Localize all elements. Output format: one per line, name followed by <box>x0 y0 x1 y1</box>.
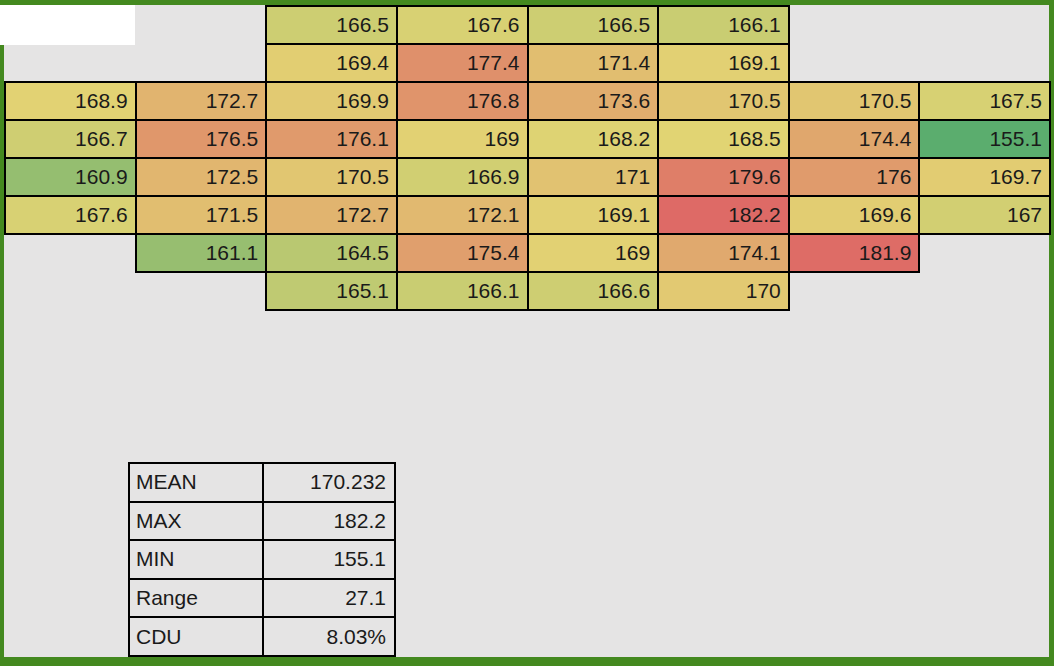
grid-cell[interactable]: 166.5 <box>527 5 660 45</box>
grid-cell[interactable]: 166.5 <box>265 5 398 45</box>
grid-cell[interactable]: 169.1 <box>657 43 790 83</box>
stat-label-cdu[interactable]: CDU <box>129 617 263 656</box>
stat-value-range[interactable]: 27.1 <box>263 579 395 618</box>
grid-cell[interactable]: 170.5 <box>265 157 398 197</box>
stat-label-min[interactable]: MIN <box>129 540 263 579</box>
grid-cell[interactable]: 172.5 <box>135 157 268 197</box>
blank-white-cell[interactable] <box>0 5 135 45</box>
grid-cell[interactable]: 182.2 <box>657 195 790 235</box>
grid-cell[interactable]: 169.9 <box>265 81 398 121</box>
stat-value-min[interactable]: 155.1 <box>263 540 395 579</box>
stat-label-mean[interactable]: MEAN <box>129 463 263 502</box>
grid-cell[interactable]: 166.1 <box>396 271 529 311</box>
grid-cell[interactable]: 175.4 <box>396 233 529 273</box>
grid-cell[interactable]: 169.1 <box>527 195 660 235</box>
grid-cell[interactable]: 164.5 <box>265 233 398 273</box>
grid-cell[interactable]: 170.5 <box>788 81 921 121</box>
stat-value-mean[interactable]: 170.232 <box>263 463 395 502</box>
stat-value-cdu[interactable]: 8.03% <box>263 617 395 656</box>
grid-cell[interactable]: 169.7 <box>918 157 1051 197</box>
stat-row-min: MIN 155.1 <box>129 540 395 579</box>
grid-cell[interactable]: 167.6 <box>396 5 529 45</box>
grid-cell[interactable]: 170.5 <box>657 81 790 121</box>
grid-cell[interactable]: 170 <box>657 271 790 311</box>
stat-label-max[interactable]: MAX <box>129 502 263 541</box>
grid-cell[interactable]: 155.1 <box>918 119 1051 159</box>
grid-cell[interactable]: 169.6 <box>788 195 921 235</box>
stats-table: MEAN 170.232 MAX 182.2 MIN 155.1 Range 2… <box>128 462 396 657</box>
grid-cell[interactable]: 168.2 <box>527 119 660 159</box>
grid-cell[interactable]: 171 <box>527 157 660 197</box>
worksheet-area: 166.5167.6166.5166.1169.4177.4171.4169.1… <box>0 0 1054 666</box>
grid-cell[interactable]: 172.7 <box>265 195 398 235</box>
grid-cell[interactable]: 166.9 <box>396 157 529 197</box>
grid-cell[interactable]: 177.4 <box>396 43 529 83</box>
grid-cell[interactable]: 174.4 <box>788 119 921 159</box>
grid-cell[interactable]: 161.1 <box>135 233 268 273</box>
grid-cell[interactable]: 167.6 <box>4 195 137 235</box>
grid-cell[interactable]: 167.5 <box>918 81 1051 121</box>
grid-cell[interactable]: 166.7 <box>4 119 137 159</box>
grid-cell[interactable]: 181.9 <box>788 233 921 273</box>
grid-cell[interactable]: 160.9 <box>4 157 137 197</box>
stat-row-cdu: CDU 8.03% <box>129 617 395 656</box>
excel-sheet-page: 166.5167.6166.5166.1169.4177.4171.4169.1… <box>0 0 1054 670</box>
grid-cell[interactable]: 176.8 <box>396 81 529 121</box>
stat-row-max: MAX 182.2 <box>129 502 395 541</box>
grid-cell[interactable]: 176 <box>788 157 921 197</box>
grid-cell[interactable]: 173.6 <box>527 81 660 121</box>
grid-cell[interactable]: 169 <box>396 119 529 159</box>
stat-value-max[interactable]: 182.2 <box>263 502 395 541</box>
grid-cell[interactable]: 171.4 <box>527 43 660 83</box>
grid-cell[interactable]: 165.1 <box>265 271 398 311</box>
grid-cell[interactable]: 176.5 <box>135 119 268 159</box>
grid-cell[interactable]: 166.6 <box>527 271 660 311</box>
grid-cell[interactable]: 176.1 <box>265 119 398 159</box>
grid-cell[interactable]: 169 <box>527 233 660 273</box>
grid-cell[interactable]: 171.5 <box>135 195 268 235</box>
grid-cell[interactable]: 179.6 <box>657 157 790 197</box>
grid-cell[interactable]: 167 <box>918 195 1051 235</box>
grid-cell[interactable]: 172.1 <box>396 195 529 235</box>
stat-label-range[interactable]: Range <box>129 579 263 618</box>
grid-cell[interactable]: 168.5 <box>657 119 790 159</box>
grid-cell[interactable]: 166.1 <box>657 5 790 45</box>
grid-cell[interactable]: 168.9 <box>4 81 137 121</box>
stat-row-range: Range 27.1 <box>129 579 395 618</box>
stat-row-mean: MEAN 170.232 <box>129 463 395 502</box>
grid-cell[interactable]: 174.1 <box>657 233 790 273</box>
grid-cell[interactable]: 169.4 <box>265 43 398 83</box>
grid-cell[interactable]: 172.7 <box>135 81 268 121</box>
